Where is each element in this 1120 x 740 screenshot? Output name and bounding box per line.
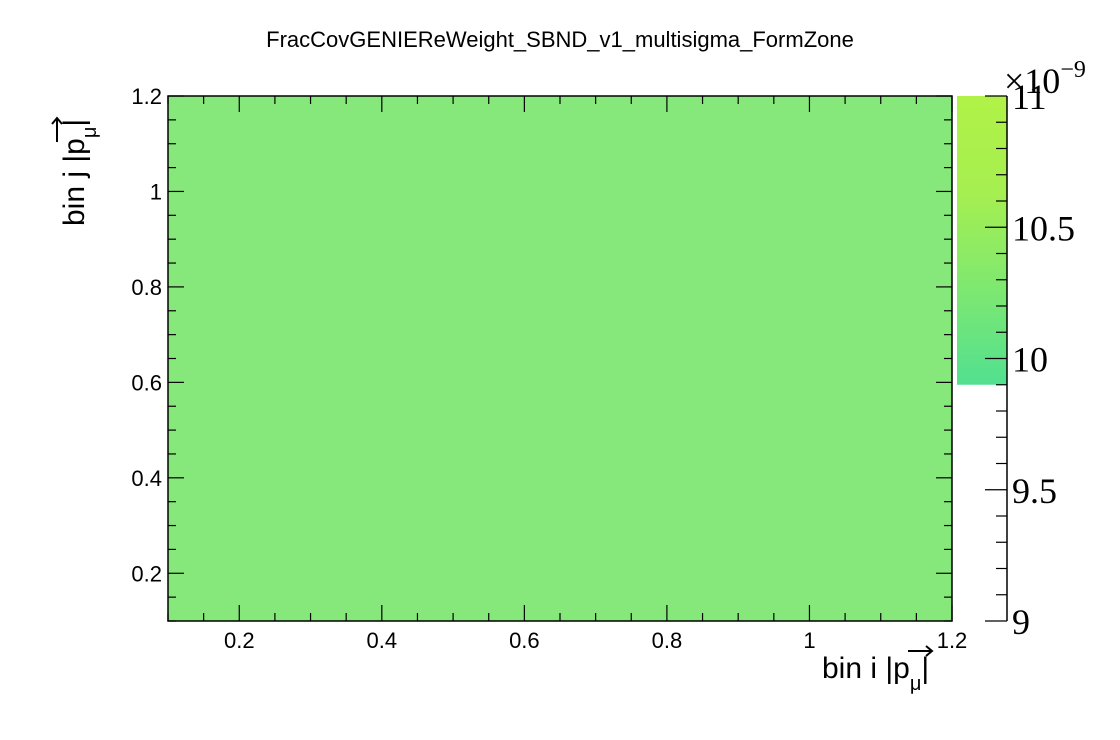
color-scale-exponent: ×10−9: [1004, 57, 1086, 101]
x-axis-label-sub: μ: [910, 673, 922, 695]
y-axis: 0.2 0.4 0.6 0.8 1 1.2: [131, 84, 952, 622]
color-scale-fill: [957, 96, 1007, 385]
color-scale-tick-label: 10: [1012, 340, 1048, 380]
y-axis-tick-label: 1: [150, 179, 162, 204]
svg-text:bin j |pμ|: bin j |pμ|: [58, 119, 101, 226]
color-scale-tick-label: 9.5: [1012, 471, 1057, 511]
x-axis-label: bin i |pμ|: [822, 645, 934, 695]
heatmap-cell: [168, 96, 952, 621]
x-axis: 0.2 0.4 0.6 0.8 1 1.2: [167, 96, 968, 653]
x-axis-label-vector-arrow: [908, 645, 934, 657]
x-axis-tick-label: 0.4: [367, 628, 398, 653]
chart-title: FracCovGENIEReWeight_SBND_v1_multisigma_…: [266, 27, 854, 52]
x-axis-label-vec: p: [893, 652, 910, 685]
x-axis-tick-label: 0.2: [224, 628, 255, 653]
x-axis-tick-label: 0.8: [652, 628, 683, 653]
x-axis-tick-label: 1: [803, 628, 815, 653]
y-axis-label-vec: p: [58, 138, 91, 155]
y-axis-tick-label: 0.6: [131, 370, 162, 395]
color-scale-ticks: 9 9.5 10 10.5 11: [985, 77, 1075, 642]
x-axis-label-main: bin i |: [822, 652, 893, 685]
x-axis-label-end: |: [921, 652, 929, 685]
color-scale-exponent-base: ×10: [1004, 61, 1060, 101]
y-axis-label-main: bin j |: [58, 155, 91, 226]
y-axis-tick-label: 0.2: [131, 561, 162, 586]
y-axis-tick-label: 0.4: [131, 466, 162, 491]
svg-text:bin i |pμ|: bin i |pμ|: [822, 652, 929, 695]
x-axis-tick-label: 0.6: [509, 628, 540, 653]
color-scale-tick-label: 10.5: [1012, 208, 1075, 248]
y-axis-tick-label: 0.8: [131, 275, 162, 300]
y-axis-label-sub: μ: [79, 127, 101, 139]
color-scale-tick-label: 9: [1012, 602, 1030, 642]
y-axis-label-vector-arrow: [51, 116, 63, 142]
color-scale: 9 9.5 10 10.5 11 ×10−9: [957, 57, 1086, 642]
color-scale-exponent-power: −9: [1060, 57, 1086, 83]
color-scale-tick-label: 11: [1012, 77, 1047, 117]
y-axis-label-end: |: [58, 119, 91, 127]
y-axis-label: bin j |pμ|: [51, 116, 101, 226]
y-axis-tick-label: 1.2: [131, 84, 162, 109]
x-axis-tick-label: 1.2: [937, 628, 968, 653]
heatmap-cells: [168, 96, 952, 621]
